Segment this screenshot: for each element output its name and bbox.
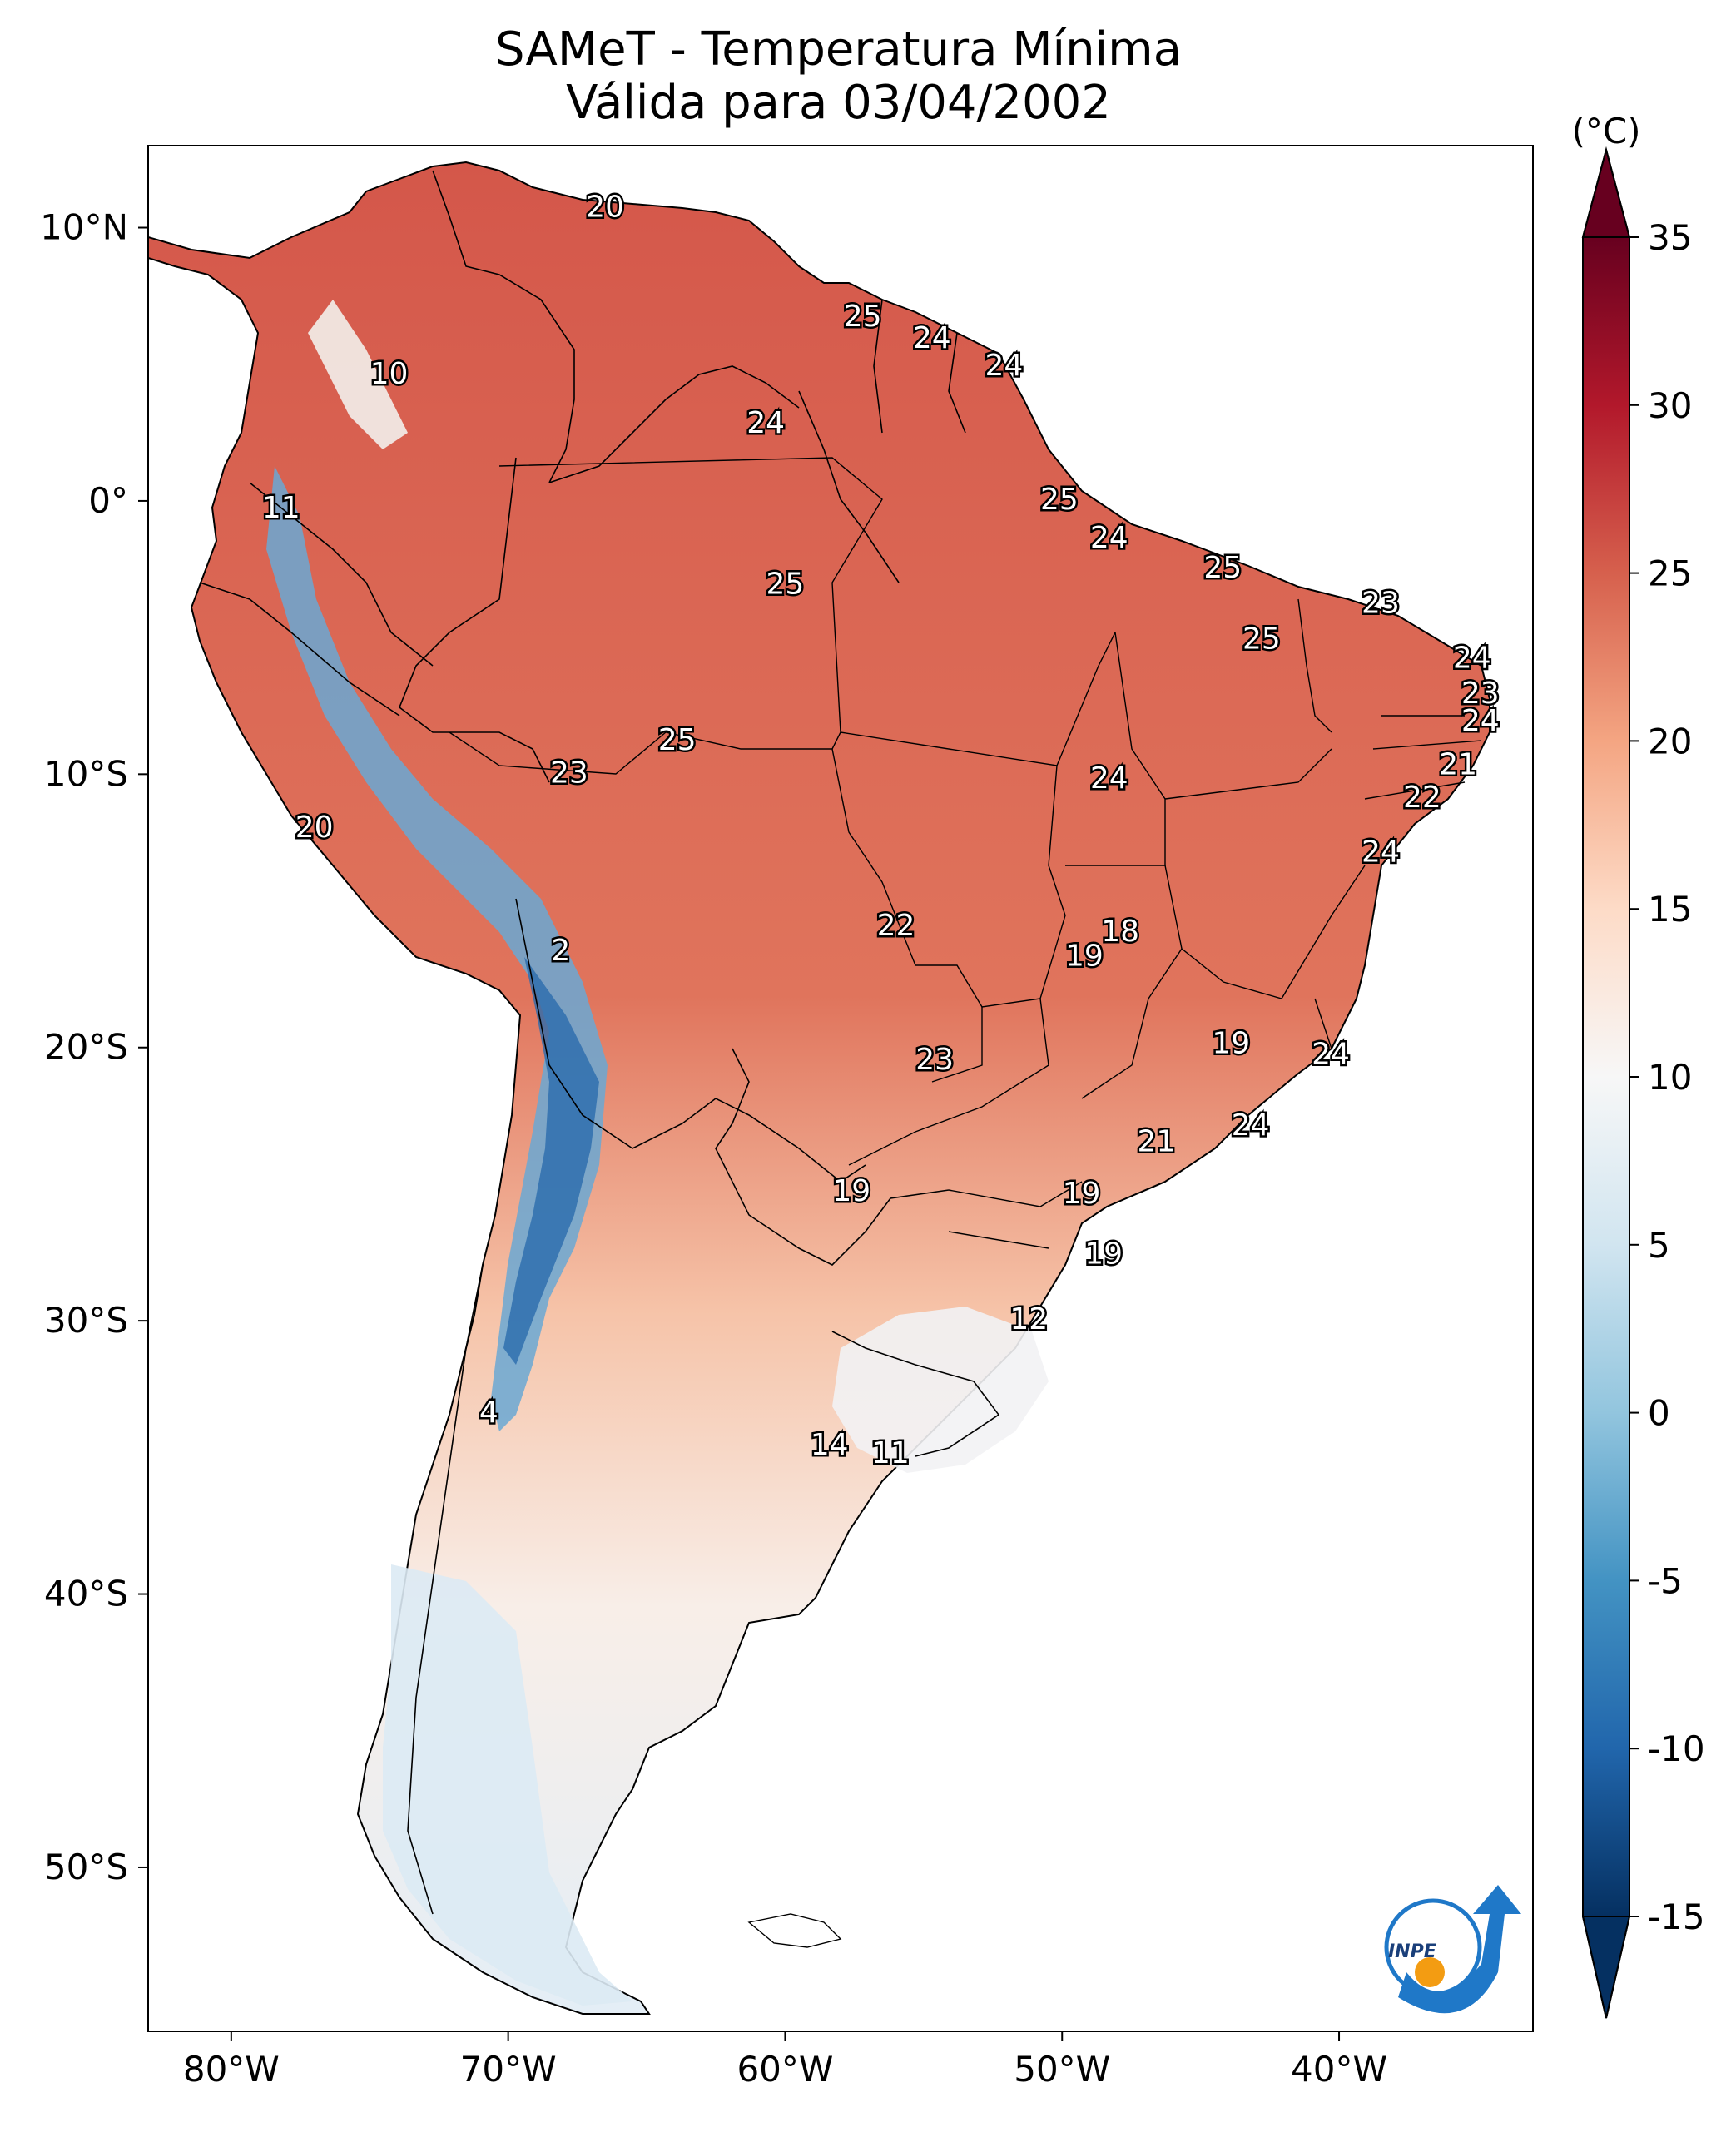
latitude-tick-label: 10°S	[44, 753, 128, 794]
colorbar-tick-label: 20	[1648, 721, 1692, 761]
inpe-logo-dot	[1415, 1957, 1445, 1987]
longitude-tick-label: 50°W	[1014, 2049, 1110, 2090]
station-value: 21	[1439, 747, 1477, 781]
colorbar-tick-label: 0	[1648, 1393, 1670, 1434]
inpe-logo: INPE	[1384, 1885, 1521, 2014]
colorbar-tick-label: -10	[1648, 1728, 1705, 1769]
andes-deep-cold	[503, 957, 599, 1365]
colorbar-tick-label: 5	[1648, 1225, 1670, 1266]
colombia-andes-cool	[308, 300, 408, 449]
latitude-tick-label: 20°S	[44, 1027, 128, 1068]
longitude-tick-label: 70°W	[460, 2049, 557, 2090]
station-value: 24	[1461, 704, 1500, 738]
title-line-1: SAMeT - Temperatura Mínima	[494, 22, 1183, 77]
colorbar-tick-label: 30	[1648, 385, 1692, 426]
colorbar-tick-label: -15	[1648, 1897, 1705, 1937]
station-value: 19	[1065, 939, 1104, 973]
map-title: SAMeT - Temperatura Mínima Válida para 0…	[146, 23, 1531, 130]
latitude-tick-label: 30°S	[44, 1300, 128, 1341]
station-value: 19	[1212, 1026, 1250, 1060]
station-value: 25	[766, 568, 805, 602]
colorbar: (°C) 35 30 25 20 15 10 5 0 -5 -10 -15	[1571, 111, 1705, 2019]
station-value: 25	[658, 723, 697, 757]
station-value: 24	[746, 406, 785, 440]
title-line-2: Válida para 03/04/2002	[566, 76, 1111, 130]
colorbar-body	[1583, 237, 1629, 1916]
colorbar-ticks: 35 30 25 20 15 10 5 0 -5 -10 -15	[1629, 217, 1705, 1937]
station-value: 25	[844, 300, 882, 334]
station-value: 23	[550, 756, 588, 790]
station-value: 23	[1461, 677, 1500, 711]
station-value: 24	[1362, 836, 1400, 870]
colorbar-tick-label: 10	[1648, 1057, 1692, 1098]
station-value: 24	[913, 321, 951, 355]
station-value: 24	[985, 349, 1023, 383]
station-value: 25	[1203, 551, 1242, 585]
station-value: 20	[295, 811, 334, 845]
station-value: 24	[1090, 761, 1128, 796]
latitude-axis: 10°N 0° 10°S 20°S 30°S 40°S 50°S	[40, 207, 148, 1887]
colorbar-extend-max	[1581, 146, 1631, 238]
colorbar-tick-label: 25	[1648, 553, 1692, 594]
station-value: 11	[262, 491, 300, 525]
latitude-tick-label: 40°S	[44, 1574, 128, 1614]
station-value: 23	[915, 1043, 954, 1077]
station-value: 22	[877, 909, 915, 943]
map-content	[148, 161, 1490, 2015]
country-borders	[199, 170, 1000, 1915]
station-value: 25	[1040, 483, 1079, 517]
station-value: 24	[1453, 641, 1491, 675]
station-value: 19	[1084, 1237, 1123, 1271]
station-value: 19	[1063, 1177, 1101, 1211]
longitude-tick-label: 60°W	[737, 2049, 833, 2090]
colorbar-extend-min	[1581, 1916, 1631, 2019]
station-value: 24	[1232, 1108, 1270, 1143]
station-value: 22	[1403, 781, 1441, 815]
inpe-logo-text: INPE	[1388, 1941, 1436, 1962]
colorbar-tick-label: 35	[1648, 217, 1692, 258]
station-value: 11	[871, 1436, 910, 1470]
longitude-tick-label: 80°W	[183, 2049, 280, 2090]
station-value: 19	[832, 1174, 870, 1208]
southern-cool-region	[832, 1307, 1049, 1473]
latitude-tick-label: 10°N	[40, 207, 128, 248]
colorbar-unit: (°C)	[1571, 111, 1640, 151]
station-value: 4	[479, 1396, 498, 1430]
station-value: 23	[1362, 587, 1400, 621]
station-value: 14	[811, 1428, 849, 1462]
colorbar-tick-label: 15	[1648, 889, 1692, 930]
station-value: 24	[1312, 1038, 1350, 1072]
station-value: 20	[586, 191, 624, 225]
longitude-axis: 80°W 70°W 60°W 50°W 40°W	[183, 2031, 1387, 2090]
inpe-logo-arrow	[1398, 1885, 1521, 2014]
south-america-land	[148, 161, 1490, 2015]
longitude-tick-label: 40°W	[1291, 2049, 1387, 2090]
latitude-tick-label: 0°	[88, 480, 128, 521]
andes-cold-band	[266, 466, 608, 1431]
station-value: 10	[370, 357, 409, 391]
state-borders	[449, 457, 1482, 1249]
station-value: 12	[1009, 1302, 1048, 1336]
colorbar-tick-label: -5	[1648, 1560, 1683, 1601]
latitude-tick-label: 50°S	[44, 1847, 128, 1887]
station-value: 24	[1090, 521, 1128, 555]
station-value: 18	[1101, 915, 1139, 949]
station-value: 21	[1137, 1125, 1175, 1159]
station-value: 25	[1242, 622, 1281, 656]
patagonia-cool-region	[383, 1564, 632, 2006]
station-value: 2	[551, 934, 570, 968]
falklands-islands	[747, 1913, 842, 1948]
